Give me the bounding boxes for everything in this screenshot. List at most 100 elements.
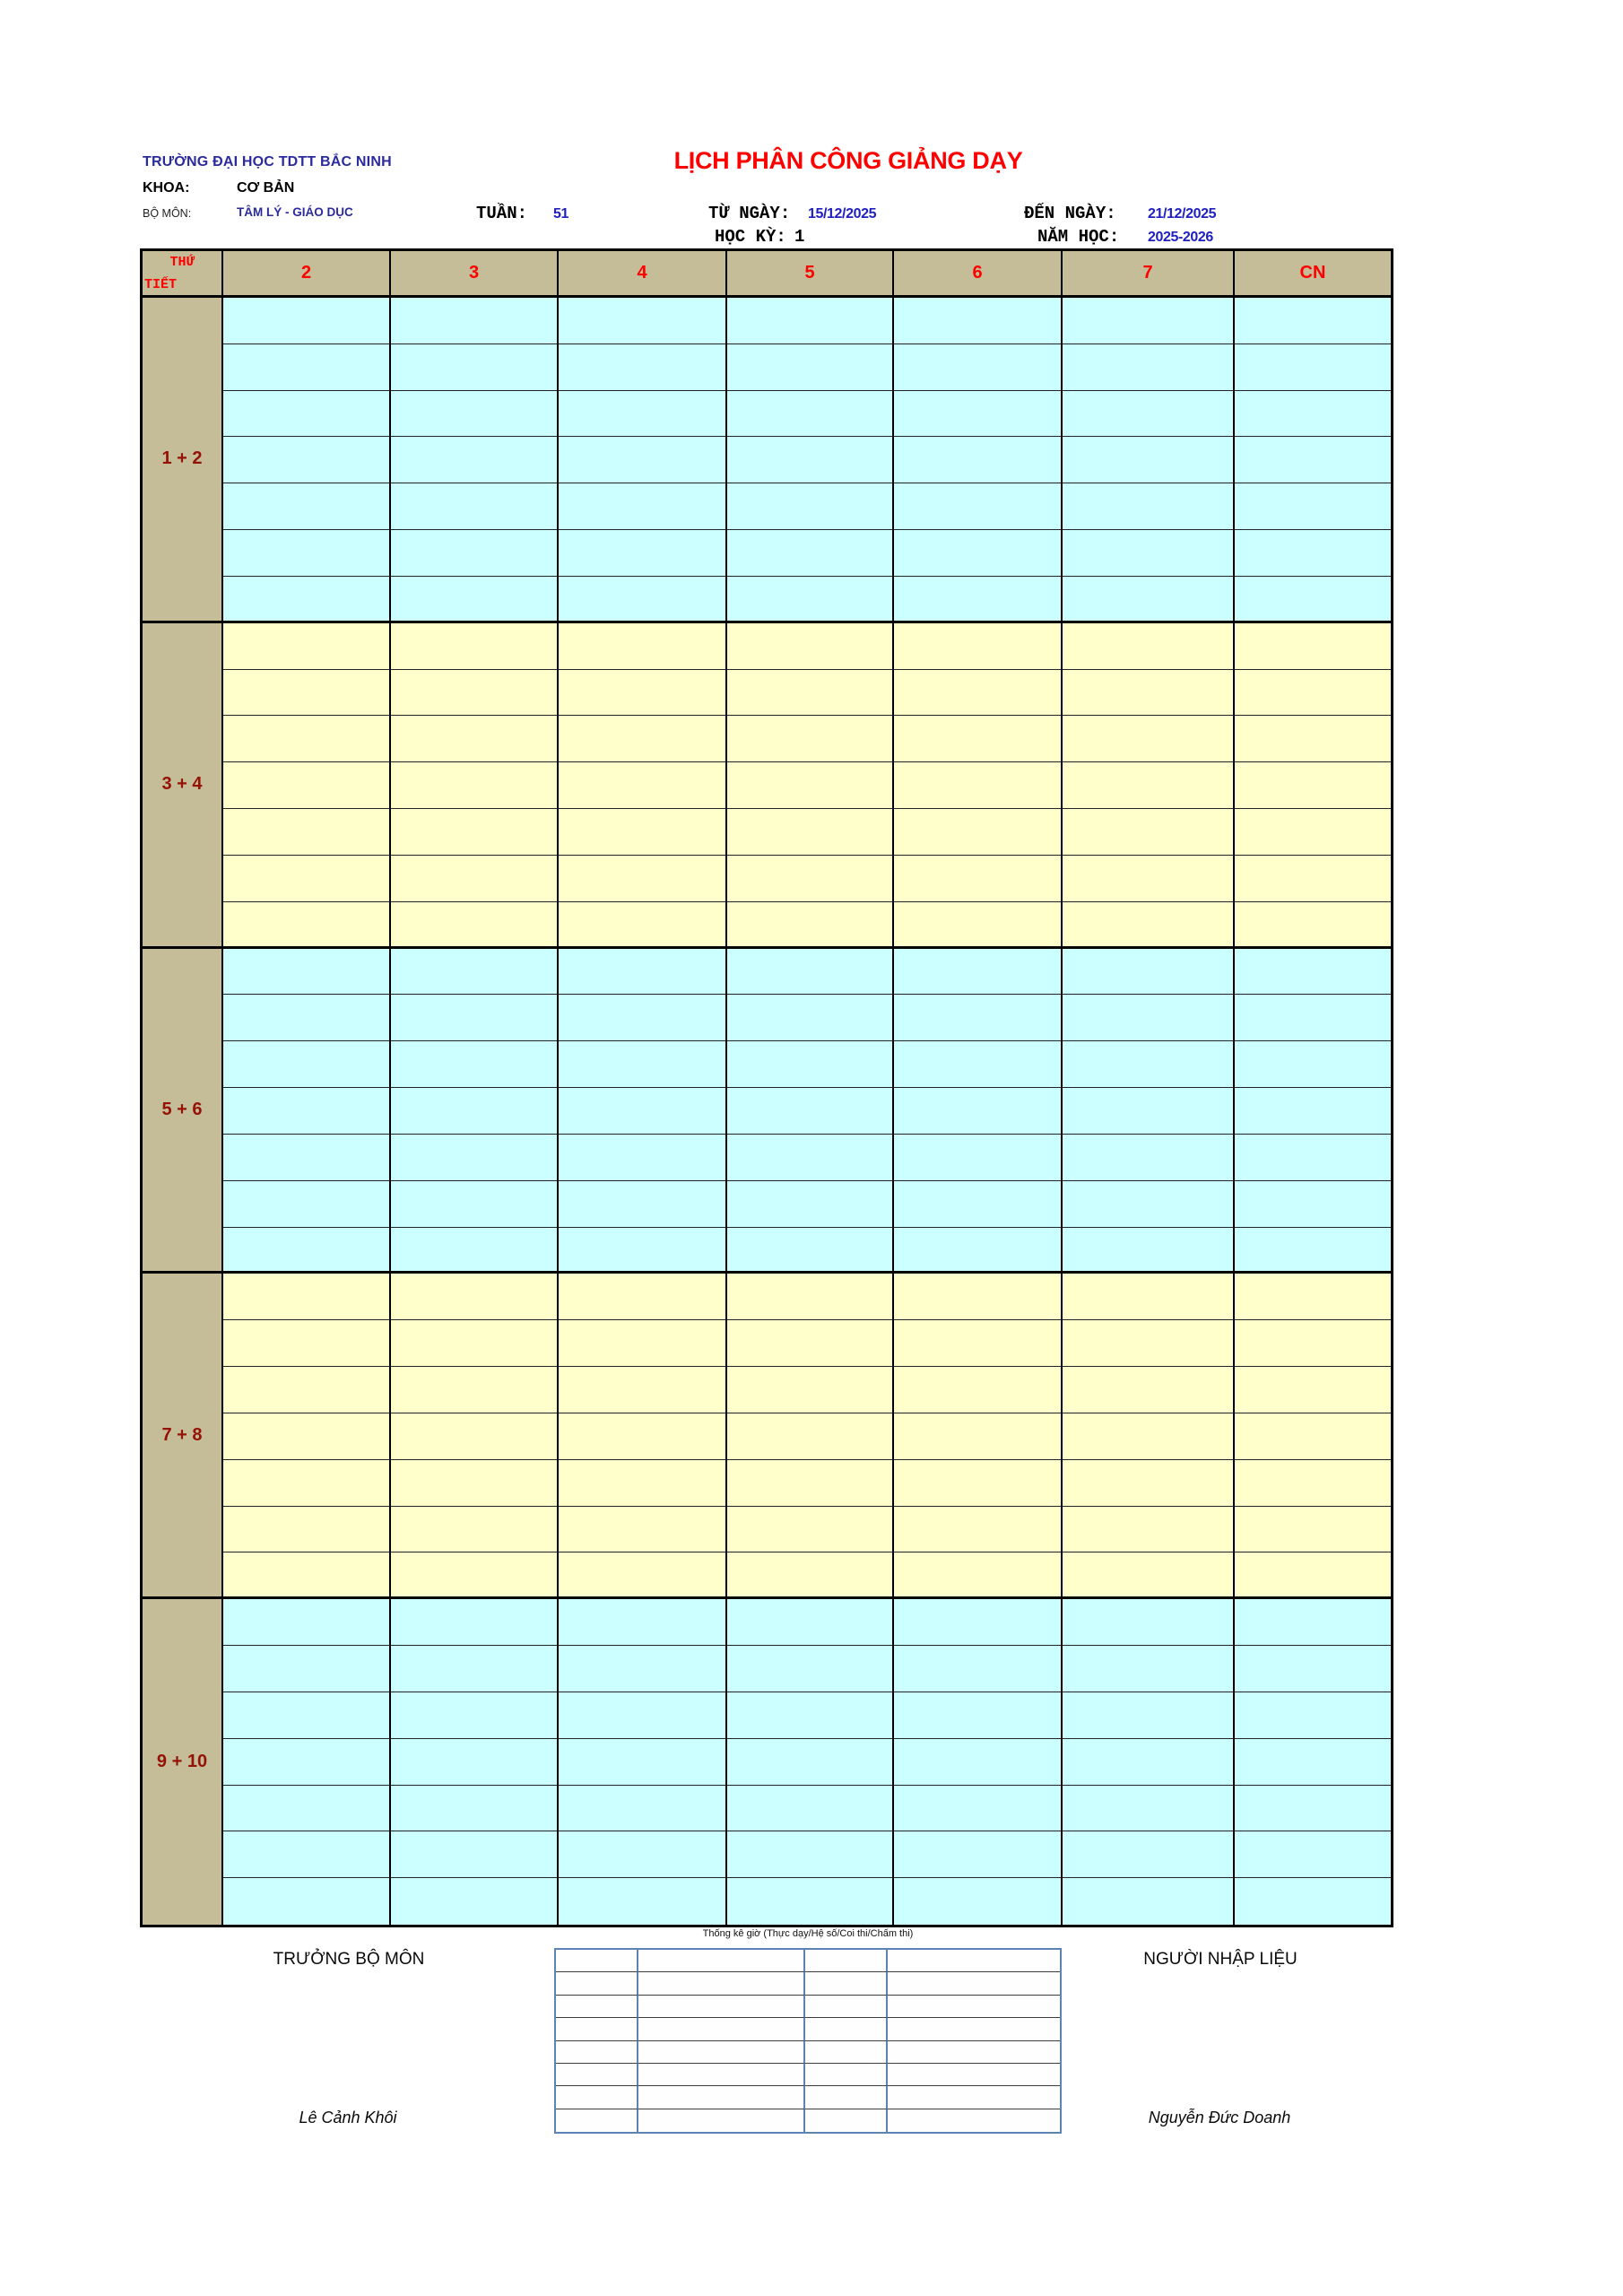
schedule-cell[interactable] — [1235, 1413, 1391, 1460]
schedule-cell[interactable] — [391, 1180, 559, 1228]
schedule-cell[interactable] — [1063, 1646, 1235, 1692]
schedule-cell[interactable] — [894, 1552, 1063, 1600]
schedule-cell[interactable] — [559, 901, 727, 949]
schedule-cell[interactable] — [223, 1367, 391, 1413]
stats-cell[interactable] — [556, 2109, 638, 2132]
schedule-cell[interactable] — [894, 762, 1063, 810]
schedule-cell[interactable] — [559, 298, 727, 344]
schedule-cell[interactable] — [1235, 809, 1391, 856]
schedule-cell[interactable] — [1063, 622, 1235, 670]
stats-cell[interactable] — [805, 2086, 888, 2109]
schedule-cell[interactable] — [727, 855, 894, 902]
schedule-cell[interactable] — [1235, 1041, 1391, 1089]
schedule-cell[interactable] — [559, 1320, 727, 1368]
schedule-cell[interactable] — [223, 437, 391, 484]
schedule-cell[interactable] — [1235, 1367, 1391, 1413]
stats-cell[interactable] — [888, 2041, 1060, 2064]
schedule-cell[interactable] — [894, 1692, 1063, 1739]
schedule-cell[interactable] — [1063, 576, 1235, 623]
schedule-cell[interactable] — [223, 1459, 391, 1507]
schedule-cell[interactable] — [223, 1878, 391, 1925]
schedule-cell[interactable] — [559, 390, 727, 438]
stats-cell[interactable] — [805, 2040, 888, 2064]
schedule-cell[interactable] — [1063, 1692, 1235, 1739]
schedule-cell[interactable] — [894, 1459, 1063, 1507]
stats-cell[interactable] — [805, 1995, 888, 2019]
schedule-cell[interactable] — [559, 437, 727, 484]
schedule-cell[interactable] — [223, 1599, 391, 1647]
schedule-cell[interactable] — [727, 1041, 894, 1089]
schedule-cell[interactable] — [1063, 390, 1235, 438]
schedule-cell[interactable] — [1063, 995, 1235, 1042]
schedule-cell[interactable] — [727, 669, 894, 717]
schedule-cell[interactable] — [727, 1320, 894, 1368]
stats-cell[interactable] — [556, 1950, 638, 1973]
schedule-cell[interactable] — [1063, 1878, 1235, 1925]
schedule-cell[interactable] — [894, 1831, 1063, 1879]
schedule-cell[interactable] — [559, 576, 727, 623]
schedule-cell[interactable] — [223, 948, 391, 996]
schedule-cell[interactable] — [559, 1692, 727, 1739]
schedule-cell[interactable] — [1063, 762, 1235, 810]
schedule-cell[interactable] — [1063, 1088, 1235, 1135]
schedule-cell[interactable] — [559, 1413, 727, 1460]
schedule-cell[interactable] — [727, 1692, 894, 1739]
schedule-cell[interactable] — [1063, 1738, 1235, 1786]
schedule-cell[interactable] — [1063, 1041, 1235, 1089]
stats-cell[interactable] — [556, 2018, 638, 2041]
schedule-cell[interactable] — [223, 716, 391, 763]
schedule-cell[interactable] — [894, 1320, 1063, 1368]
stats-cell[interactable] — [638, 2109, 805, 2132]
schedule-cell[interactable] — [223, 1041, 391, 1089]
schedule-cell[interactable] — [223, 1506, 391, 1553]
stats-cell[interactable] — [556, 1972, 638, 1996]
schedule-cell[interactable] — [1063, 669, 1235, 717]
schedule-cell[interactable] — [1235, 948, 1391, 996]
schedule-cell[interactable] — [1235, 1088, 1391, 1135]
schedule-cell[interactable] — [727, 298, 894, 344]
schedule-cell[interactable] — [1235, 1785, 1391, 1832]
schedule-cell[interactable] — [559, 1367, 727, 1413]
schedule-cell[interactable] — [1235, 1692, 1391, 1739]
schedule-cell[interactable] — [559, 762, 727, 810]
schedule-cell[interactable] — [559, 1134, 727, 1181]
schedule-cell[interactable] — [391, 622, 559, 670]
schedule-cell[interactable] — [894, 855, 1063, 902]
stats-cell[interactable] — [888, 2064, 1060, 2087]
schedule-cell[interactable] — [223, 1274, 391, 1321]
schedule-cell[interactable] — [391, 298, 559, 344]
schedule-cell[interactable] — [559, 716, 727, 763]
schedule-cell[interactable] — [894, 1506, 1063, 1553]
schedule-cell[interactable] — [1063, 1552, 1235, 1600]
schedule-cell[interactable] — [1235, 1274, 1391, 1321]
schedule-cell[interactable] — [223, 995, 391, 1042]
schedule-cell[interactable] — [894, 298, 1063, 344]
schedule-cell[interactable] — [894, 1413, 1063, 1460]
schedule-cell[interactable] — [894, 1646, 1063, 1692]
schedule-cell[interactable] — [1235, 855, 1391, 902]
schedule-cell[interactable] — [391, 1320, 559, 1368]
schedule-cell[interactable] — [391, 901, 559, 949]
schedule-cell[interactable] — [391, 437, 559, 484]
schedule-cell[interactable] — [391, 344, 559, 391]
schedule-cell[interactable] — [559, 1459, 727, 1507]
schedule-cell[interactable] — [727, 344, 894, 391]
schedule-cell[interactable] — [1063, 901, 1235, 949]
schedule-cell[interactable] — [894, 1599, 1063, 1647]
schedule-cell[interactable] — [223, 344, 391, 391]
schedule-cell[interactable] — [727, 1878, 894, 1925]
schedule-cell[interactable] — [391, 995, 559, 1042]
schedule-cell[interactable] — [894, 1785, 1063, 1832]
stats-cell[interactable] — [805, 2063, 888, 2087]
schedule-cell[interactable] — [223, 1552, 391, 1600]
schedule-cell[interactable] — [727, 1831, 894, 1879]
schedule-cell[interactable] — [559, 1088, 727, 1135]
stats-cell[interactable] — [805, 2109, 888, 2132]
schedule-cell[interactable] — [223, 762, 391, 810]
schedule-cell[interactable] — [391, 1041, 559, 1089]
schedule-cell[interactable] — [1063, 809, 1235, 856]
schedule-cell[interactable] — [391, 1738, 559, 1786]
stats-cell[interactable] — [556, 1995, 638, 2019]
schedule-cell[interactable] — [727, 1785, 894, 1832]
stats-cell[interactable] — [805, 1950, 888, 1973]
